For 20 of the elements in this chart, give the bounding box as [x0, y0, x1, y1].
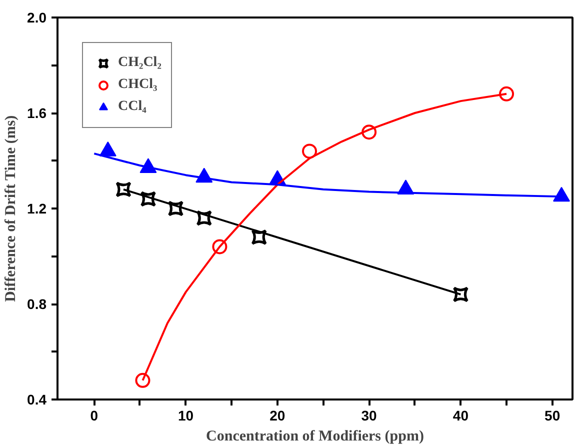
y-tick-label: 1.6 — [27, 105, 47, 121]
x-tick-label: 50 — [544, 408, 560, 424]
legend-label: CCl₄ — [118, 99, 146, 115]
x-tick-label: 30 — [361, 408, 378, 424]
y-tick-label: 0.8 — [27, 296, 47, 312]
x-tick-label: 40 — [452, 408, 469, 424]
point — [499, 86, 514, 102]
y-tick-label: 2.0 — [27, 10, 47, 26]
y-axis-title: Difference of Drift Time (ms) — [3, 115, 20, 302]
legend-label: CH₂Cl₂ — [118, 55, 162, 71]
point — [135, 372, 150, 388]
x-tick-label: 0 — [90, 408, 98, 424]
y-tick-label: 0.4 — [27, 392, 47, 408]
point — [302, 144, 317, 159]
y-tick-label: 1.2 — [27, 200, 47, 216]
x-tick-label: 10 — [178, 408, 194, 424]
x-tick-label: 20 — [270, 408, 286, 424]
legend-label: CHCl₃ — [118, 77, 158, 93]
x-axis-title: Concentration of Modifiers (ppm) — [206, 428, 424, 444]
point — [452, 286, 468, 302]
